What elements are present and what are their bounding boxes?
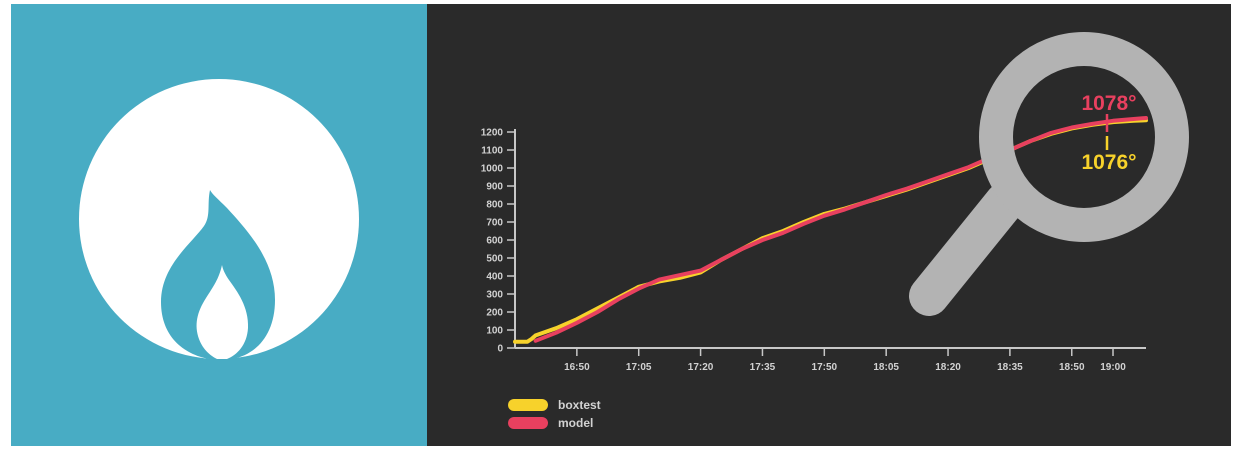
x-tick-label: 18:05 [873,362,899,373]
y-tick-label: 1200 [481,128,504,139]
chart: 0 100 200 300 400 500 600 700 800 900 1000 1100 1200… [481,32,1189,430]
chart-legend: boxtest model [508,398,601,430]
x-tick-label: 18:50 [1059,362,1085,373]
chart-panel: 0 100 200 300 400 500 600 700 800 900 1000 1100 1200… [427,4,1231,446]
x-tick-label: 17:50 [812,362,838,373]
legend-swatch-model [508,417,548,429]
flame-icon-inner [196,265,249,359]
y-tick-label: 600 [486,236,503,247]
legend-label-model: model [558,416,593,430]
chart-axes: 0 100 200 300 400 500 600 700 800 900 1000 1100 1200… [481,128,1146,373]
legend-swatch-boxtest [508,399,548,411]
x-tick-label: 17:05 [626,362,652,373]
y-tick-label: 400 [486,272,503,283]
chart-callouts: 1078° 1076° [1081,92,1136,174]
flame-icon [79,79,359,359]
chart-series [513,116,1148,344]
magnifier-ring [979,32,1189,242]
series-line-model [533,116,1148,343]
x-tick-label: 18:20 [935,362,961,373]
y-tick-label: 800 [486,200,503,211]
y-tick-label: 500 [486,254,503,265]
x-tick-label: 18:35 [997,362,1023,373]
y-tick-label: 700 [486,218,503,229]
magnifier-icon [909,32,1189,316]
callout-boxtest-value: 1076° [1081,151,1136,174]
y-tick-label: 900 [486,182,503,193]
legend-label-boxtest: boxtest [558,398,601,412]
x-tick-label: 17:20 [688,362,714,373]
y-tick-label: 1000 [481,164,504,175]
callout-model-value: 1078° [1081,92,1136,115]
x-tick-label: 19:00 [1100,362,1126,373]
icon-panel [11,4,427,446]
y-tick-label: 1100 [481,146,503,157]
x-tick-label: 17:35 [750,362,776,373]
x-tick-label: 16:50 [564,362,590,373]
y-tick-label: 100 [486,326,503,337]
y-tick-label: 0 [497,344,503,355]
y-tick-label: 200 [486,308,503,319]
magnifier-handle [909,182,1025,316]
y-tick-label: 300 [486,290,503,301]
